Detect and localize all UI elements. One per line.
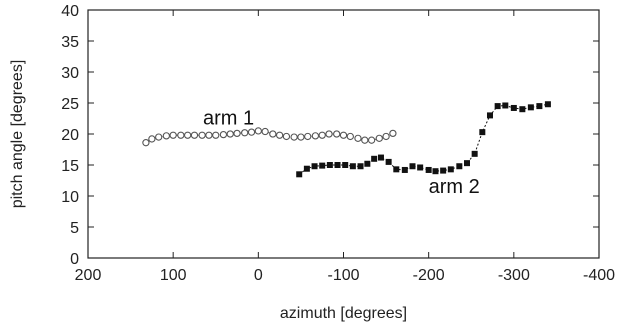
x-tick-label: -300 — [498, 267, 530, 284]
data-point — [219, 130, 228, 139]
data-point — [290, 133, 298, 141]
data-point — [162, 132, 171, 140]
y-tick-label: 0 — [70, 251, 79, 268]
data-point — [377, 154, 384, 161]
data-point — [303, 165, 310, 172]
data-point — [382, 132, 390, 141]
data-point — [226, 130, 234, 138]
data-point — [148, 135, 156, 143]
x-tick-label: -100 — [327, 267, 359, 284]
data-point — [425, 166, 432, 173]
data-point — [342, 162, 349, 168]
y-tick-label: 10 — [61, 189, 79, 206]
data-point — [333, 130, 341, 138]
y-tick-label: 25 — [61, 96, 79, 113]
data-point — [375, 134, 383, 142]
x-tick-label: 0 — [254, 267, 263, 284]
data-point — [183, 131, 192, 139]
data-point — [385, 158, 392, 165]
data-point — [326, 162, 333, 168]
data-point — [212, 131, 220, 139]
data-point — [275, 131, 284, 139]
axis-tick-labels: 200 100 0 -100 -200 -300 -400 0 5 10 15 20 25 30 35 40 — [61, 3, 615, 284]
data-point — [339, 131, 348, 139]
data-point — [494, 103, 501, 110]
data-point — [155, 133, 163, 141]
data-point — [349, 163, 356, 170]
data-point — [367, 136, 376, 144]
data-point — [169, 131, 177, 139]
data-point — [261, 127, 269, 136]
data-point — [479, 129, 486, 136]
data-point — [527, 104, 534, 111]
y-axis-title: pitch angle [degrees] — [9, 60, 26, 209]
data-point — [389, 129, 397, 138]
series-layer — [142, 101, 551, 178]
data-point — [247, 128, 256, 136]
data-point — [544, 101, 551, 108]
data-point — [357, 163, 364, 170]
data-point — [346, 132, 354, 141]
data-point — [334, 162, 341, 168]
series-2 — [296, 101, 551, 178]
data-point — [319, 162, 326, 169]
data-point — [456, 163, 463, 170]
data-point — [519, 106, 526, 113]
data-point — [447, 166, 454, 173]
data-point — [296, 171, 303, 178]
series-annotation: arm 1 — [203, 108, 254, 130]
data-point — [142, 139, 150, 147]
data-point — [471, 150, 478, 157]
data-point — [190, 131, 199, 139]
series-annotations: arm 1 arm 2 — [203, 108, 480, 198]
data-point — [269, 130, 277, 138]
data-point — [325, 130, 333, 138]
data-point — [241, 129, 249, 137]
data-point — [440, 167, 447, 174]
data-point — [177, 131, 185, 139]
data-point — [361, 136, 369, 144]
y-tick-label: 40 — [61, 3, 79, 20]
data-point — [510, 104, 517, 111]
y-tick-label: 35 — [61, 34, 79, 51]
data-point — [536, 103, 543, 110]
y-tick-label: 20 — [61, 127, 79, 144]
series-annotation: arm 2 — [429, 176, 480, 198]
series-1 — [142, 127, 397, 147]
data-point — [417, 164, 424, 171]
data-point — [311, 132, 320, 140]
data-point — [393, 166, 400, 173]
data-point — [486, 112, 493, 119]
data-point — [254, 127, 262, 135]
data-point — [401, 166, 408, 173]
data-point — [198, 131, 206, 139]
axis-ticks — [87, 9, 600, 259]
x-tick-label: -400 — [583, 267, 615, 284]
data-point — [318, 131, 326, 139]
data-point — [311, 163, 318, 170]
data-point — [463, 160, 470, 167]
data-point — [205, 131, 213, 139]
data-point — [282, 132, 291, 141]
x-axis-title: azimuth [degrees] — [280, 305, 407, 322]
data-point — [432, 168, 439, 175]
x-tick-label: 100 — [160, 267, 187, 284]
data-point — [502, 102, 509, 109]
x-tick-label: 200 — [75, 267, 102, 284]
x-tick-label: -200 — [413, 267, 445, 284]
y-tick-label: 30 — [61, 65, 79, 82]
data-point — [304, 132, 312, 141]
y-tick-label: 15 — [61, 158, 79, 175]
y-tick-label: 5 — [70, 220, 79, 237]
data-point — [354, 134, 362, 142]
data-point — [364, 160, 371, 167]
data-point — [409, 163, 416, 170]
data-point — [297, 133, 305, 141]
data-point — [233, 129, 241, 138]
data-point — [371, 155, 378, 162]
